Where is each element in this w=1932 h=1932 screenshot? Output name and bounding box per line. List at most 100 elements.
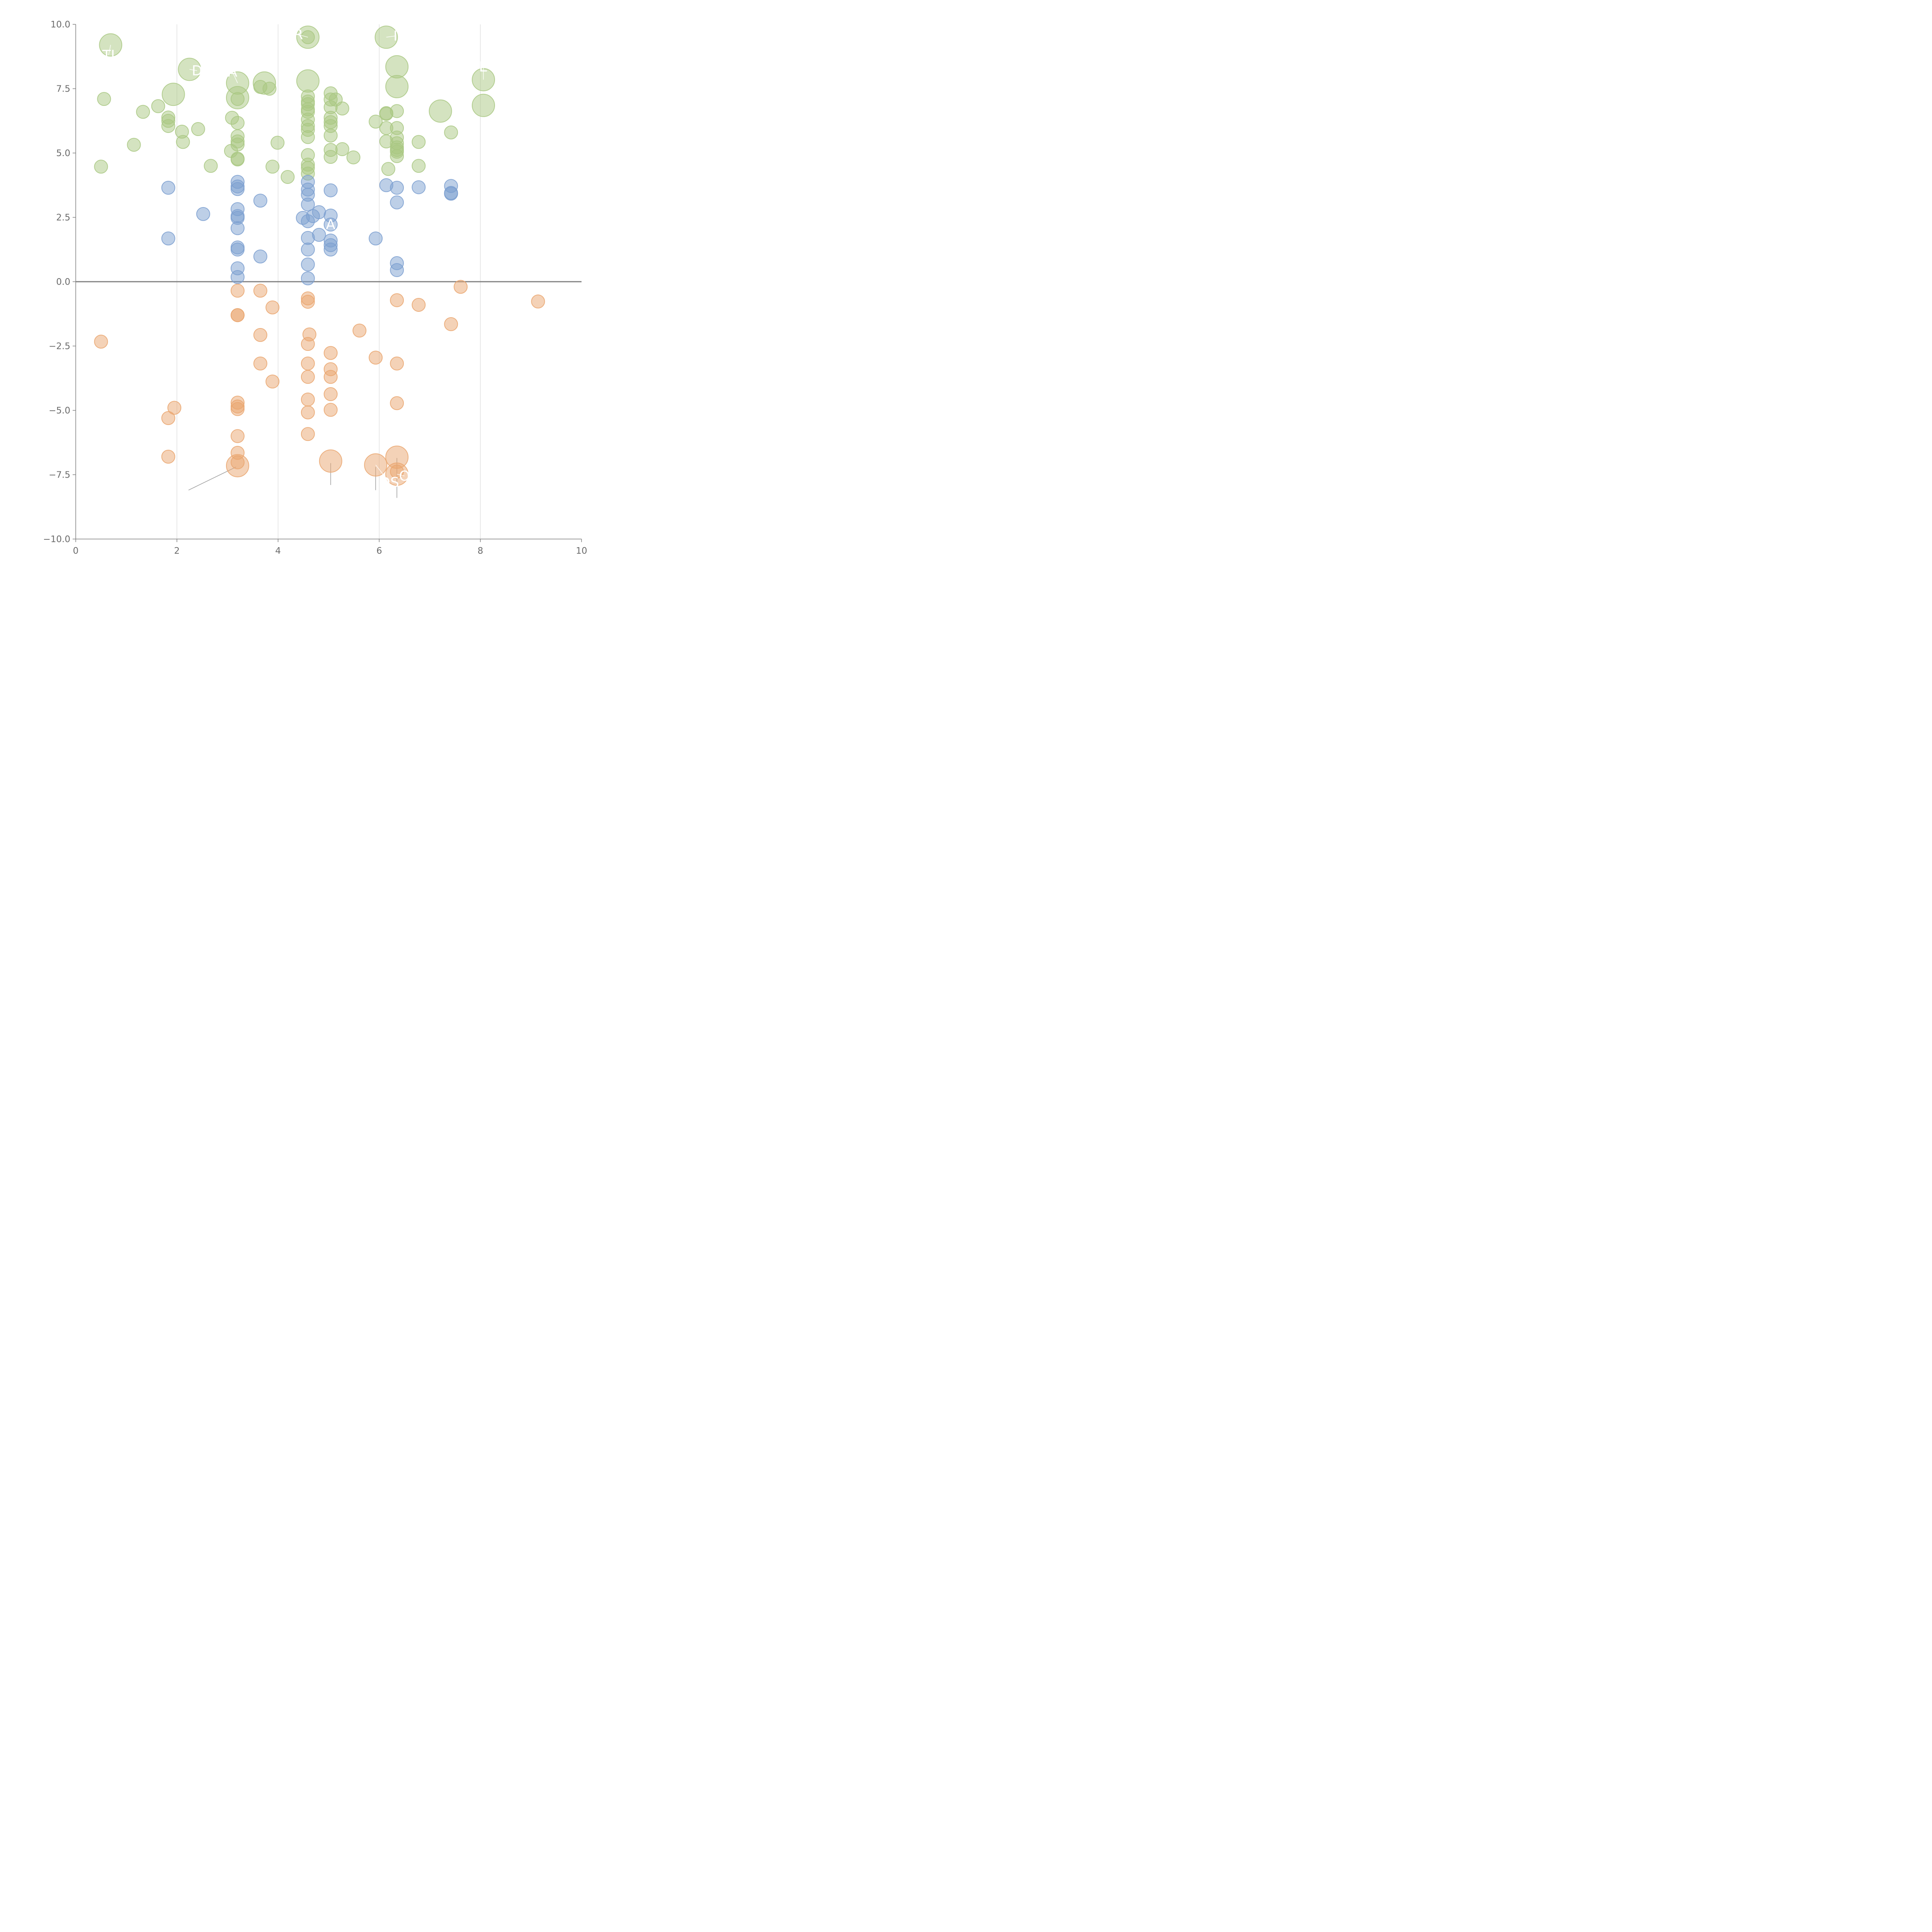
data-point bbox=[161, 119, 175, 133]
data-point bbox=[94, 160, 108, 174]
data-point bbox=[265, 300, 280, 315]
data-point bbox=[230, 138, 245, 152]
data-point bbox=[161, 411, 175, 425]
data-point bbox=[301, 393, 315, 407]
annotation-connector bbox=[386, 36, 396, 38]
data-point bbox=[167, 401, 182, 415]
data-point bbox=[151, 99, 165, 113]
data-point bbox=[265, 374, 280, 389]
data-point bbox=[390, 149, 404, 163]
annotation-label: D bbox=[192, 63, 202, 79]
y-tick-label: −7.5 bbox=[49, 470, 70, 480]
data-point bbox=[312, 205, 326, 219]
y-tick-label: 5.0 bbox=[56, 148, 70, 158]
data-point bbox=[323, 242, 338, 257]
data-point bbox=[230, 308, 245, 322]
data-point bbox=[323, 403, 338, 417]
data-point bbox=[136, 105, 150, 119]
data-point bbox=[265, 160, 280, 174]
data-point bbox=[226, 454, 249, 478]
data-point bbox=[319, 449, 342, 473]
annotation-label: I bbox=[393, 28, 398, 44]
data-point bbox=[390, 104, 404, 118]
data-point bbox=[301, 242, 315, 257]
data-point bbox=[335, 101, 349, 116]
data-point bbox=[369, 231, 383, 246]
data-point bbox=[385, 55, 409, 78]
y-tick-label: 2.5 bbox=[56, 213, 70, 223]
annotation-connector bbox=[189, 69, 197, 71]
data-point bbox=[301, 197, 315, 212]
data-point bbox=[281, 170, 295, 184]
data-point bbox=[191, 122, 205, 136]
y-tick-label: 0.0 bbox=[56, 277, 70, 287]
data-point bbox=[335, 142, 349, 156]
data-point bbox=[230, 284, 245, 298]
data-point bbox=[412, 180, 426, 194]
data-point bbox=[454, 280, 468, 294]
data-point bbox=[444, 317, 458, 331]
data-point bbox=[369, 350, 383, 365]
x-tick-label: 6 bbox=[376, 546, 382, 556]
data-point bbox=[323, 387, 338, 401]
data-point bbox=[429, 99, 452, 123]
data-point bbox=[230, 182, 245, 196]
y-tick-label: −5.0 bbox=[49, 406, 70, 416]
y-tick-label: −2.5 bbox=[49, 342, 70, 352]
data-point bbox=[390, 293, 404, 307]
data-point bbox=[161, 231, 175, 246]
data-point bbox=[162, 83, 185, 106]
annotation-label: TI bbox=[102, 48, 115, 63]
data-point bbox=[230, 152, 245, 167]
x-tick-label: 0 bbox=[73, 546, 79, 556]
data-point bbox=[270, 136, 285, 150]
data-point bbox=[301, 356, 315, 371]
annotation-label: A bbox=[228, 64, 237, 80]
data-point bbox=[253, 249, 267, 264]
data-point bbox=[253, 284, 267, 298]
data-point bbox=[323, 150, 338, 164]
data-point bbox=[230, 92, 245, 106]
data-point bbox=[301, 405, 315, 420]
data-point bbox=[390, 263, 404, 277]
data-point bbox=[301, 294, 315, 309]
data-point bbox=[161, 449, 175, 464]
data-point bbox=[127, 138, 141, 152]
data-point bbox=[444, 187, 458, 201]
data-point bbox=[323, 370, 338, 384]
annotation-connector bbox=[375, 464, 390, 483]
data-point bbox=[301, 337, 315, 351]
x-tick-label: 10 bbox=[576, 546, 587, 556]
scatter-chart: 0 2 4 6 8 10 −10.0 −7.5 −5.0 −2.5 0.0 2.5 5.0 7.5 10.0… bbox=[43, 20, 587, 556]
data-point bbox=[253, 328, 267, 342]
data-point bbox=[204, 159, 218, 173]
point-labels: R I TI D A E A ODS bbox=[102, 27, 488, 491]
data-point bbox=[230, 242, 245, 257]
x-tick-label: 8 bbox=[478, 546, 483, 556]
data-point bbox=[253, 194, 267, 208]
annotation-connector bbox=[397, 474, 405, 476]
data-point bbox=[390, 195, 404, 209]
data-point bbox=[444, 125, 458, 139]
axes: 0 2 4 6 8 10 −10.0 −7.5 −5.0 −2.5 0.0 2.5 5.0 7.5 10.0 bbox=[43, 20, 587, 556]
data-point bbox=[346, 150, 361, 165]
data-point bbox=[253, 356, 267, 371]
annotation-connector bbox=[298, 34, 308, 38]
data-point bbox=[312, 228, 326, 242]
data-point bbox=[176, 135, 190, 149]
data-points bbox=[94, 26, 545, 486]
data-point bbox=[296, 69, 320, 93]
annotation-label: O bbox=[399, 468, 410, 484]
data-point bbox=[390, 180, 404, 195]
data-point bbox=[94, 335, 108, 349]
y-tick-label: −10.0 bbox=[43, 534, 70, 544]
annotation-connector bbox=[108, 45, 111, 56]
annotation-label: R bbox=[293, 27, 303, 43]
data-point bbox=[301, 427, 315, 441]
data-point bbox=[390, 356, 404, 371]
data-point bbox=[390, 396, 404, 410]
data-point bbox=[412, 298, 426, 312]
annotation-connector bbox=[232, 71, 238, 83]
data-point bbox=[97, 92, 111, 106]
data-point bbox=[230, 221, 245, 235]
